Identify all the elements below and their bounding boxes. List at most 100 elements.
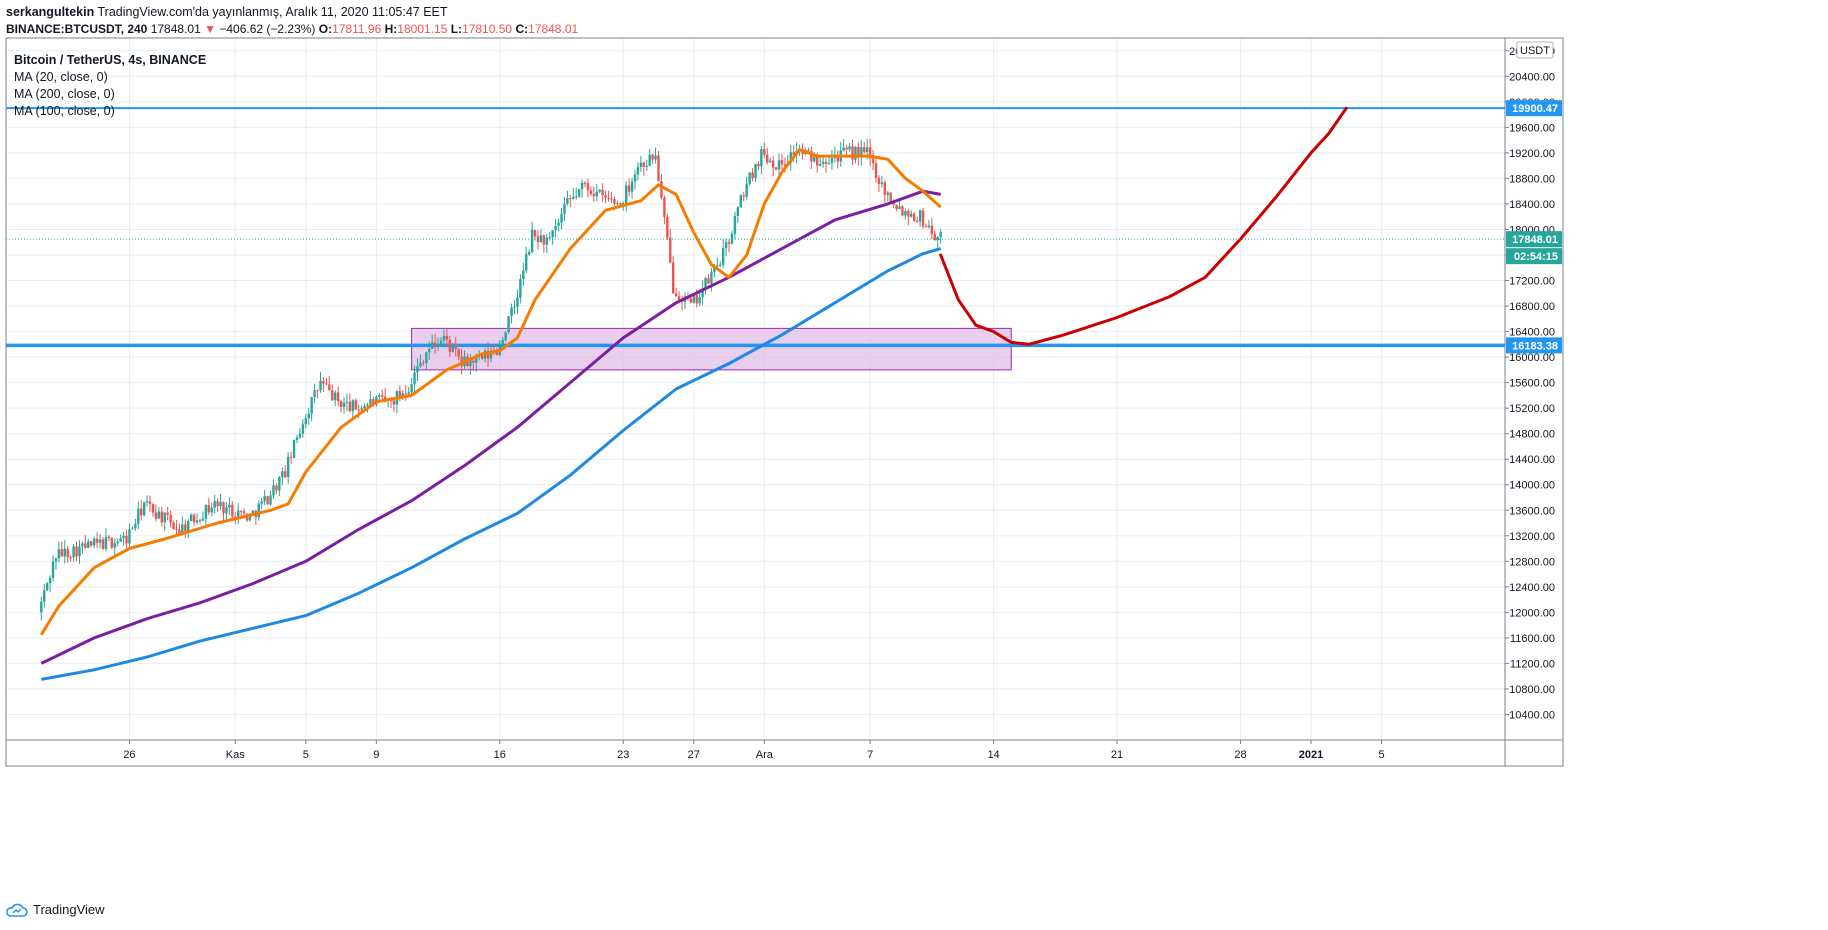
candle-body — [231, 504, 234, 517]
level-price-label: 19900.47 — [1506, 100, 1562, 117]
candle-body — [821, 161, 825, 164]
author-name[interactable]: serkangultekin — [6, 5, 95, 19]
candle-body — [792, 152, 795, 156]
candle-body — [936, 237, 939, 241]
candle-body — [663, 197, 666, 217]
candle-body — [281, 471, 284, 478]
candle-body — [851, 146, 854, 160]
candle-body — [140, 508, 143, 516]
candle-body — [630, 181, 634, 192]
candle-body — [131, 528, 134, 530]
candle-body — [286, 456, 290, 478]
candle-body — [48, 577, 52, 584]
countdown-label: 02:54:15 — [1506, 248, 1562, 265]
x-tick-label: 9 — [373, 749, 379, 761]
candle-body — [604, 195, 607, 198]
candle-body — [713, 266, 716, 273]
candle-body — [863, 147, 866, 153]
candle-body — [184, 524, 187, 532]
candle-body — [331, 390, 334, 401]
candle-body — [225, 507, 228, 514]
price-axis[interactable]: 10400.00 10800.00 11200.00 11600.00 12000.00… — [1505, 41, 1555, 721]
candle-body — [727, 242, 731, 244]
tradingview-logo[interactable]: TradingView — [6, 902, 105, 917]
candle-body — [454, 345, 457, 350]
candle-body — [289, 456, 293, 458]
candle-body — [519, 279, 522, 298]
open-value: 17811.96 — [332, 22, 382, 36]
candle-body — [372, 399, 375, 405]
candle-body — [857, 146, 860, 158]
candle-body — [84, 543, 87, 548]
candle-body — [351, 400, 355, 412]
projection-line[interactable] — [939, 106, 1348, 346]
candle-body — [345, 401, 349, 403]
horizontal-levels[interactable] — [6, 107, 1505, 348]
candle-body — [101, 539, 105, 550]
candle-body — [157, 511, 161, 519]
candle-body — [201, 518, 205, 521]
y-tick-label: 10400.00 — [1509, 709, 1555, 721]
candle-body — [239, 510, 243, 512]
candle-body — [595, 191, 598, 197]
candle-body — [719, 264, 722, 266]
candle-body — [736, 207, 740, 217]
time-axis[interactable]: 26 Kas 5 9 16 23 27 Ara 7 14 21 28 2021 5 — [123, 740, 1385, 761]
candle-body — [525, 254, 528, 271]
candle-body — [222, 501, 225, 514]
x-tick-label: 27 — [688, 749, 700, 761]
candle-body — [292, 439, 296, 458]
candle-body — [895, 204, 898, 210]
price-labels: 19900.47 16183.38 17848.01 02:54:15 — [1506, 100, 1562, 354]
candle-body — [698, 297, 701, 304]
y-tick-label: 10800.00 — [1509, 684, 1555, 696]
candle-body — [428, 348, 431, 353]
candle-body — [263, 496, 266, 502]
candle-body — [701, 288, 704, 298]
candle-body — [407, 392, 410, 394]
candle-body — [413, 372, 416, 385]
candle-body — [301, 424, 305, 434]
candle-body — [886, 192, 889, 195]
candle-body — [72, 546, 75, 558]
candle-body — [871, 158, 875, 164]
candle-body — [278, 477, 281, 491]
candle-body — [607, 197, 610, 199]
symbol-label: BINANCE:BTCUSDT, 240 — [6, 22, 148, 36]
candle-body — [401, 393, 404, 397]
countdown-bg — [1506, 248, 1562, 265]
candle-body — [228, 504, 231, 508]
candle-body — [816, 156, 819, 166]
x-tick-label: Ara — [756, 749, 774, 761]
y-tick-label: 11200.00 — [1510, 658, 1555, 670]
candle-body — [445, 335, 449, 340]
support-zone[interactable] — [411, 327, 1012, 371]
candle-body — [339, 401, 343, 408]
candle-body — [774, 167, 778, 170]
candle-body — [257, 503, 260, 518]
candle-body — [569, 198, 572, 200]
candle-body — [598, 189, 601, 192]
candle-body — [918, 210, 922, 222]
x-tick-label: 23 — [617, 749, 629, 761]
y-tick-label: 12000.00 — [1509, 607, 1555, 619]
candle-body — [589, 190, 593, 195]
candle-body — [363, 406, 366, 409]
grid — [6, 38, 1563, 766]
legend-ma20[interactable]: MA (20, close, 0) — [14, 70, 108, 84]
legend-ma100[interactable]: MA (100, close, 0) — [14, 104, 115, 118]
candle-body — [342, 402, 346, 408]
legend-title: Bitcoin / TetherUS, 4s, BINANCE — [14, 53, 207, 67]
candle-body — [933, 234, 936, 241]
ma200-line — [40, 189, 941, 665]
candle-body — [557, 222, 560, 226]
candle-body — [813, 156, 816, 162]
ma100-line — [41, 247, 942, 681]
legend-ma200[interactable]: MA (200, close, 0) — [14, 87, 115, 101]
candle-body — [845, 147, 848, 150]
open-label: O: — [318, 22, 333, 36]
candle-body — [145, 501, 149, 503]
currency-badge[interactable]: USDT — [1516, 41, 1554, 59]
candle-body — [554, 225, 557, 231]
